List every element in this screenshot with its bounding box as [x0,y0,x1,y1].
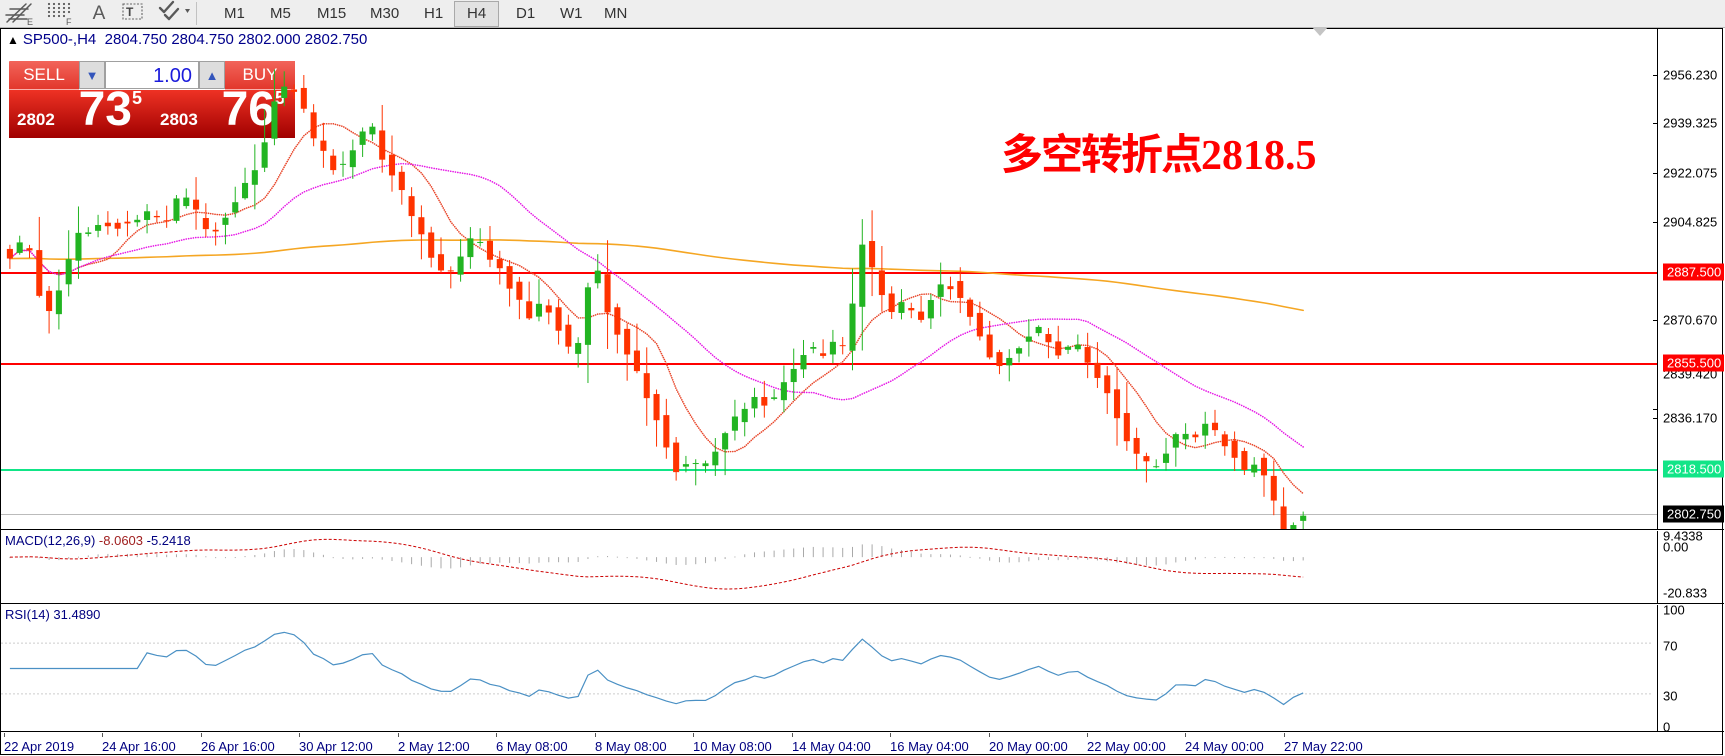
svg-text:F: F [66,17,72,27]
svg-text:T: T [126,5,134,19]
svg-text:E: E [27,17,33,27]
